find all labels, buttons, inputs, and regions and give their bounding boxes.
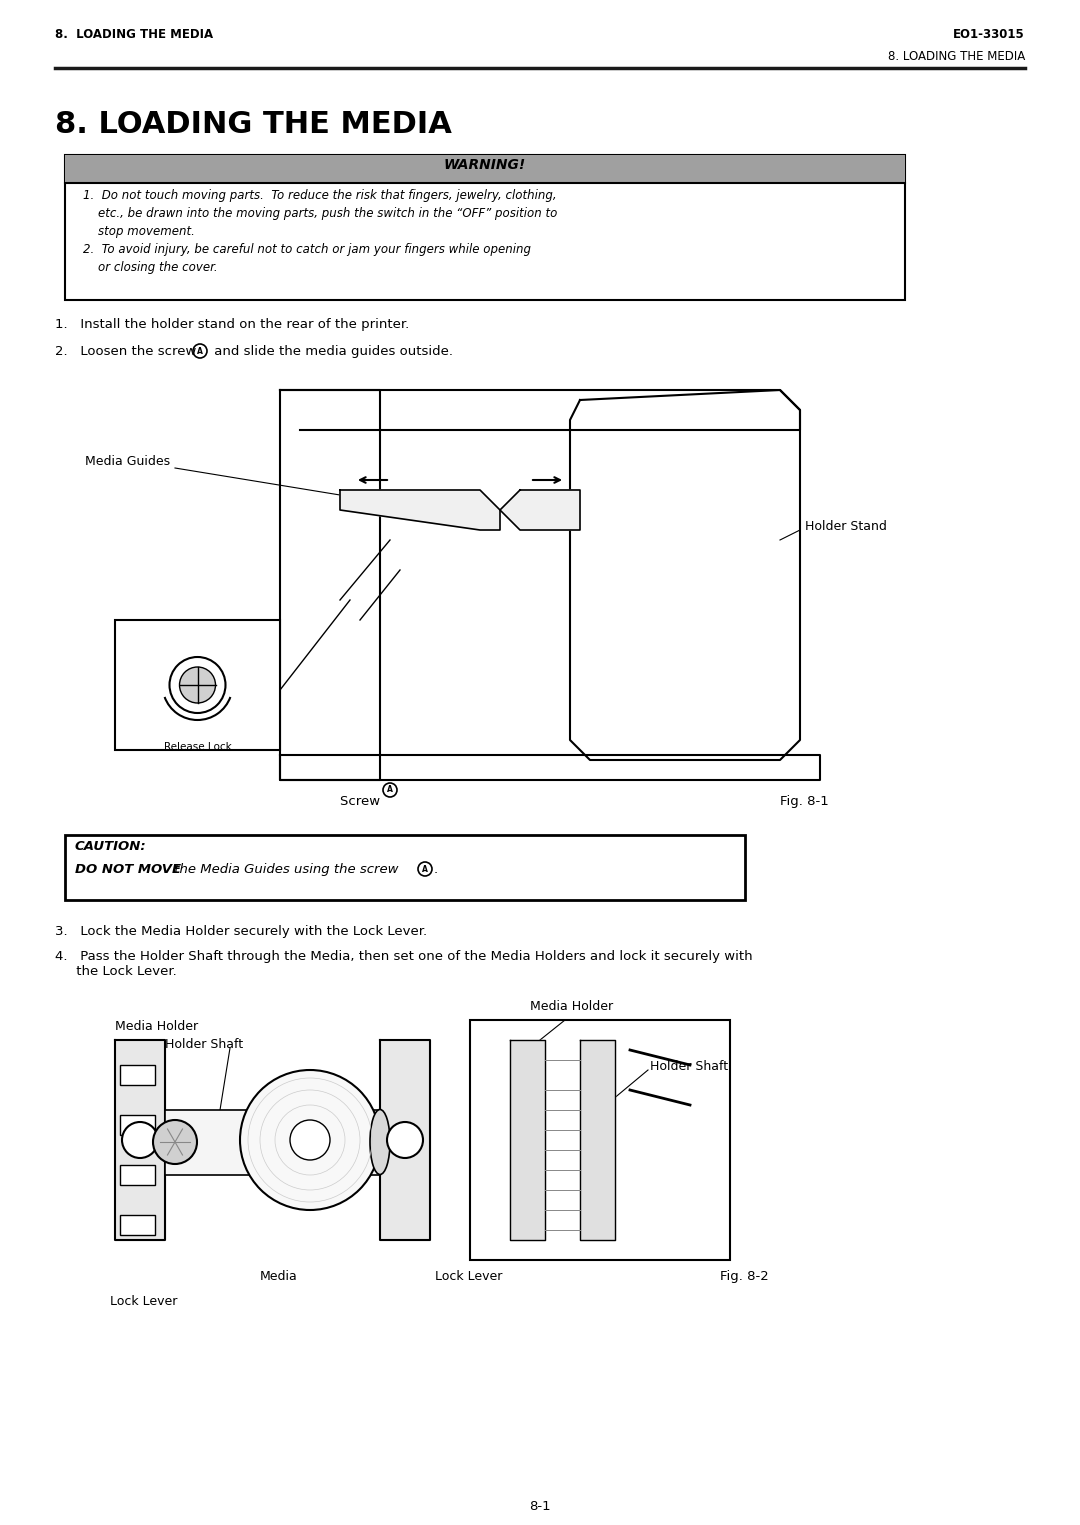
Bar: [65, 836, 745, 900]
Bar: [65, 156, 905, 300]
Polygon shape: [114, 1040, 165, 1240]
Text: Media: Media: [260, 1270, 298, 1283]
Text: Holder Stand: Holder Stand: [805, 520, 887, 534]
Text: Holder Shaft: Holder Shaft: [650, 1060, 728, 1074]
Text: 2.   Loosen the screw: 2. Loosen the screw: [55, 345, 201, 358]
Bar: [120, 1215, 156, 1235]
Circle shape: [179, 666, 216, 703]
Text: WARNING!: WARNING!: [444, 159, 526, 172]
Text: 1.  Do not touch moving parts.  To reduce the risk that fingers, jewelry, clothi: 1. Do not touch moving parts. To reduce …: [83, 189, 557, 238]
Polygon shape: [510, 1040, 545, 1240]
Circle shape: [240, 1071, 380, 1209]
Text: CAUTION:: CAUTION:: [75, 840, 147, 852]
Bar: [65, 156, 905, 183]
Text: 8-1: 8-1: [529, 1501, 551, 1513]
Text: 3.   Lock the Media Holder securely with the Lock Lever.: 3. Lock the Media Holder securely with t…: [55, 926, 427, 938]
Bar: [470, 1020, 730, 1260]
Polygon shape: [380, 1040, 430, 1240]
Text: 8. LOADING THE MEDIA: 8. LOADING THE MEDIA: [55, 110, 451, 139]
Text: 1.   Install the holder stand on the rear of the printer.: 1. Install the holder stand on the rear …: [55, 319, 409, 331]
Bar: [120, 1115, 156, 1135]
Text: Media Guides: Media Guides: [85, 454, 171, 468]
Text: A: A: [422, 865, 428, 874]
Text: Fig. 8-1: Fig. 8-1: [780, 795, 828, 808]
Circle shape: [153, 1119, 197, 1164]
Text: A: A: [387, 785, 393, 795]
Text: 8.  LOADING THE MEDIA: 8. LOADING THE MEDIA: [55, 27, 213, 41]
Text: Holder Shaft: Holder Shaft: [165, 1039, 243, 1051]
Polygon shape: [280, 390, 380, 779]
Text: 8. LOADING THE MEDIA: 8. LOADING THE MEDIA: [888, 50, 1025, 63]
Text: Media Holder: Media Holder: [530, 1000, 613, 1013]
Text: Fig. 8-2: Fig. 8-2: [720, 1270, 769, 1283]
Text: and slide the media guides outside.: and slide the media guides outside.: [210, 345, 453, 358]
Ellipse shape: [370, 1110, 390, 1174]
Circle shape: [291, 1119, 330, 1161]
Circle shape: [170, 657, 226, 714]
Text: the Media Guides using the screw: the Media Guides using the screw: [170, 863, 399, 875]
Bar: [165, 1110, 380, 1174]
Text: Media Holder: Media Holder: [114, 1020, 198, 1032]
Text: Screw: Screw: [340, 795, 384, 808]
Polygon shape: [580, 1040, 615, 1240]
Text: EO1-33015: EO1-33015: [954, 27, 1025, 41]
Text: A: A: [197, 346, 203, 355]
Text: DO NOT MOVE: DO NOT MOVE: [75, 863, 181, 875]
Bar: [120, 1165, 156, 1185]
Polygon shape: [500, 490, 580, 531]
Text: Lock Lever: Lock Lever: [435, 1270, 502, 1283]
Polygon shape: [570, 390, 800, 759]
Polygon shape: [280, 755, 820, 779]
Text: 4.   Pass the Holder Shaft through the Media, then set one of the Media Holders : 4. Pass the Holder Shaft through the Med…: [55, 950, 753, 978]
Text: Lock Lever: Lock Lever: [110, 1295, 177, 1308]
Bar: [120, 1064, 156, 1084]
Circle shape: [122, 1122, 158, 1157]
Circle shape: [387, 1122, 423, 1157]
Text: .: .: [434, 863, 438, 875]
Bar: [114, 621, 280, 750]
Text: 2.  To avoid injury, be careful not to catch or jam your fingers while opening
 : 2. To avoid injury, be careful not to ca…: [83, 242, 531, 274]
Polygon shape: [340, 490, 500, 531]
Text: Release Lock: Release Lock: [164, 743, 231, 752]
